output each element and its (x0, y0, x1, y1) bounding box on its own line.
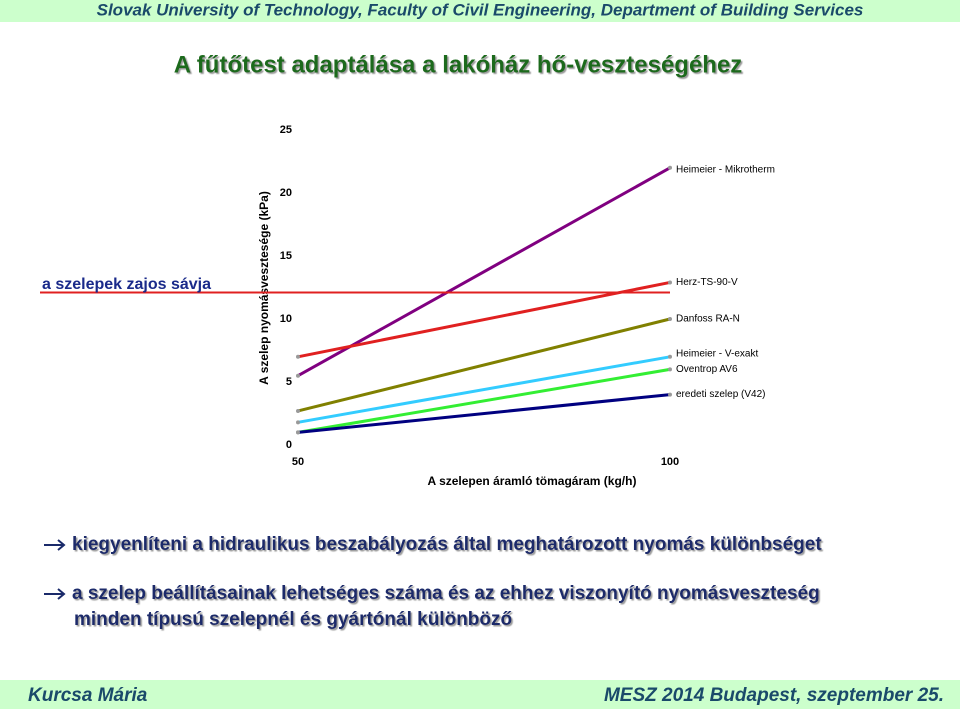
series-line (297, 317, 671, 413)
point (296, 430, 300, 435)
series-line (297, 355, 671, 424)
header-band (0, 0, 960, 22)
point (296, 408, 300, 413)
y-tick-label: 0 (286, 439, 292, 451)
y-tick-label: 25 (280, 124, 292, 136)
bullet: a szelep beállításainak lehetséges száma… (72, 583, 820, 604)
point (668, 165, 672, 170)
y-axis-label: A szelep nyomásvesztesége (kPa) (257, 191, 271, 385)
series-line (297, 393, 671, 434)
noise-label: a szelepek zajos sávja (42, 276, 211, 293)
footer-left: Kurcsa Mária (28, 685, 148, 706)
y-tick-label: 5 (286, 376, 292, 388)
point (668, 280, 672, 285)
x-axis-label: A szelepen áramló tömagáram (kg/h) (428, 474, 637, 488)
bullet: minden típusú szelepnél és gyártónál kül… (74, 609, 512, 630)
y-tick-label: 10 (280, 313, 292, 325)
point (668, 317, 672, 321)
series-label: Herz-TS-90-V (676, 277, 738, 288)
point (296, 373, 300, 378)
point (668, 392, 672, 397)
footer-band (0, 680, 960, 709)
header: Slovak University of Technology, Faculty… (97, 0, 864, 19)
footer-right: MESZ 2014 Budapest, szeptember 25. (604, 685, 944, 706)
point (668, 367, 672, 372)
arrow (44, 588, 66, 600)
title: A fűtőtest adaptálása a lakóház hő-veszt… (174, 51, 743, 78)
series-label: Oventrop AV6 (676, 364, 738, 375)
y-tick-label: 15 (280, 250, 292, 262)
series-label: Heimeier - Mikrotherm (676, 164, 775, 175)
series-line (297, 280, 671, 359)
x-tick-label: 50 (292, 456, 304, 468)
y-tick-label: 20 (280, 187, 292, 199)
point (296, 420, 300, 425)
series-label: Danfoss RA-N (676, 314, 740, 325)
point (668, 354, 672, 359)
x-tick-label: 100 (661, 456, 679, 468)
series-label: eredeti szelep (V42) (676, 389, 766, 400)
point (296, 354, 300, 359)
arrow (44, 539, 66, 551)
bullet: kiegyenlíteni a hidraulikus beszabályozá… (72, 534, 822, 555)
series-label: Heimeier - V-exakt (676, 348, 758, 359)
series-line (297, 367, 671, 434)
series-line (297, 166, 671, 378)
